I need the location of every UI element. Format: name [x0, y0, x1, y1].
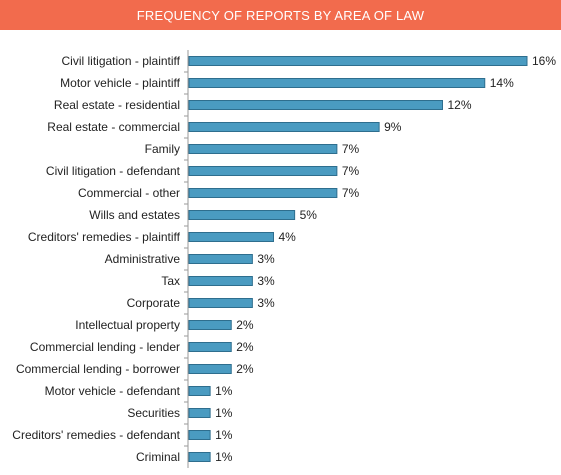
category-label: Criminal — [136, 450, 180, 464]
bar — [188, 386, 211, 396]
bar — [188, 298, 253, 308]
value-label: 1% — [215, 384, 233, 398]
category-label: Commercial lending - borrower — [16, 362, 180, 376]
category-label: Tax — [161, 274, 180, 288]
bar — [188, 276, 253, 286]
value-label: 7% — [342, 164, 360, 178]
bar — [188, 408, 211, 418]
bar — [188, 254, 253, 264]
bar — [188, 430, 211, 440]
bar — [188, 78, 486, 88]
bar — [188, 188, 338, 198]
category-label: Commercial - other — [78, 186, 180, 200]
value-label: 12% — [448, 98, 472, 112]
category-label: Motor vehicle - plaintiff — [60, 76, 180, 90]
bar — [188, 452, 211, 462]
value-label: 2% — [236, 340, 254, 354]
bar — [188, 342, 232, 352]
category-label: Wills and estates — [89, 208, 180, 222]
value-label: 9% — [384, 120, 402, 134]
bar — [188, 210, 296, 220]
value-label: 1% — [215, 428, 233, 442]
category-label: Securities — [127, 406, 180, 420]
value-label: 7% — [342, 186, 360, 200]
value-label: 16% — [532, 54, 556, 68]
value-label: 2% — [236, 362, 254, 376]
bar — [188, 144, 338, 154]
category-label: Administrative — [105, 252, 181, 266]
value-label: 1% — [215, 450, 233, 464]
value-label: 2% — [236, 318, 254, 332]
chart-title: FREQUENCY OF REPORTS BY AREA OF LAW — [136, 7, 425, 23]
category-label: Real estate - commercial — [47, 120, 180, 134]
value-label: 14% — [490, 76, 514, 90]
value-label: 4% — [279, 230, 297, 244]
chart-header: FREQUENCY OF REPORTS BY AREA OF LAW — [0, 0, 561, 30]
category-label: Creditors' remedies - plaintiff — [28, 230, 181, 244]
category-label: Civil litigation - plaintiff — [62, 54, 181, 68]
category-label: Corporate — [127, 296, 181, 310]
bar — [188, 320, 232, 330]
category-label: Family — [145, 142, 180, 156]
bar — [188, 166, 338, 176]
value-label: 1% — [215, 406, 233, 420]
category-label: Civil litigation - defendant — [46, 164, 181, 178]
category-label: Real estate - residential — [54, 98, 180, 112]
bar — [188, 122, 380, 132]
value-label: 3% — [257, 274, 275, 288]
value-label: 3% — [257, 296, 275, 310]
value-label: 7% — [342, 142, 360, 156]
bar — [188, 232, 274, 242]
category-label: Intellectual property — [75, 318, 180, 332]
category-label: Commercial lending - lender — [30, 340, 180, 354]
value-label: 3% — [257, 252, 275, 266]
bar — [188, 364, 232, 374]
value-label: 5% — [300, 208, 318, 222]
category-label: Motor vehicle - defendant — [45, 384, 181, 398]
bar — [188, 100, 443, 110]
bar — [188, 56, 528, 66]
category-label: Creditors' remedies - defendant — [12, 428, 180, 442]
